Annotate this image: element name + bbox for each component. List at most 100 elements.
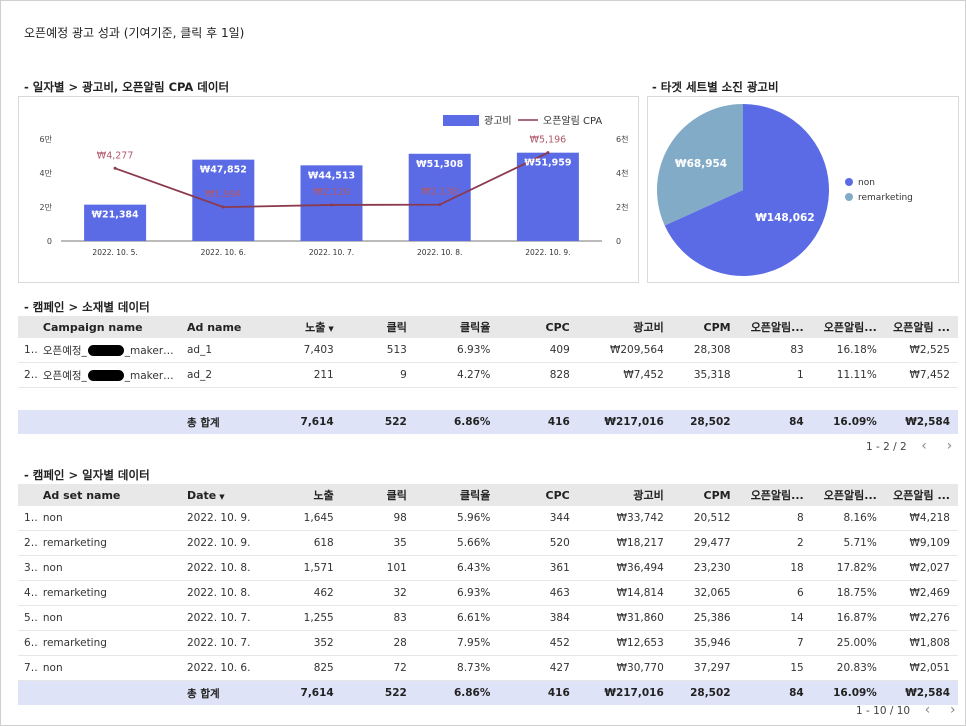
cell-clicks: 32 xyxy=(341,580,415,606)
table-row[interactable]: 1. 오픈예정_ _maker_... ad_1 7,403 513 6.93% 409 ₩20… xyxy=(18,338,958,363)
bar-spend[interactable] xyxy=(516,152,579,241)
cell-ctr: 4.27% xyxy=(414,362,499,388)
chevron-right-icon[interactable]: › xyxy=(949,702,956,718)
header-open-alert-rate[interactable]: 오픈알림... xyxy=(811,316,885,338)
chevron-left-icon[interactable]: ‹ xyxy=(924,702,931,718)
header-ad-name[interactable]: Ad name xyxy=(183,316,280,338)
cell-cpm: 25,386 xyxy=(671,605,739,631)
header-spend[interactable]: 광고비 xyxy=(577,484,672,506)
cell-campaign-name[interactable]: 오픈예정_ _maker_... xyxy=(38,338,183,363)
line-cpa-point[interactable] xyxy=(438,203,442,207)
total-index xyxy=(18,410,39,434)
pie-slice-non[interactable] xyxy=(664,104,829,276)
cell-cpc: 344 xyxy=(498,506,578,531)
left-tick-label: 6만 xyxy=(40,135,53,144)
cell-impressions: 211 xyxy=(279,362,342,388)
legend-label-non[interactable]: non xyxy=(858,178,875,188)
cell-ad-set-name[interactable]: remarketing xyxy=(38,530,183,556)
spend-data-label: ₩44,513 xyxy=(308,170,355,181)
header-cpm[interactable]: CPM xyxy=(671,484,739,506)
chevron-right-icon[interactable]: › xyxy=(946,438,953,454)
cell-open-alert-rate: 8.16% xyxy=(811,506,885,531)
header-impressions[interactable]: 노출 ▼ xyxy=(279,316,342,338)
creative-table: Campaign name Ad name 노출 ▼ 클릭 클릭율 CPC 광고비… xyxy=(18,316,958,434)
header-ad-set-name[interactable]: Ad set name xyxy=(38,484,183,506)
cell-ad-set-name[interactable]: non xyxy=(38,506,183,531)
total-spend: ₩217,016 xyxy=(577,410,672,434)
header-campaign-name[interactable]: Campaign name xyxy=(38,316,183,338)
header-ctr[interactable]: 클릭율 xyxy=(414,484,499,506)
bar-spend[interactable] xyxy=(84,204,147,241)
header-cpc[interactable]: CPC xyxy=(498,484,578,506)
creative-table-pager: 1 - 2 / 2 ‹ › xyxy=(860,438,957,454)
spacer-cell xyxy=(18,388,39,411)
combo-chart-panel[interactable]: 광고비 오픈알림 CPA 0 2만 4만 6만 0 2천 4천 6천 2022. 10. 5. 2… xyxy=(18,96,639,283)
bar-spend[interactable] xyxy=(408,153,471,241)
legend-swatch-bar xyxy=(443,115,479,126)
chart-legend[interactable]: 광고비 오픈알림 CPA xyxy=(443,115,602,127)
line-cpa-point[interactable] xyxy=(221,205,225,209)
cell-impressions: 462 xyxy=(279,580,342,606)
line-cpa-point[interactable] xyxy=(330,203,333,207)
header-cpc[interactable]: CPC xyxy=(498,316,578,338)
right-tick-label: 0 xyxy=(616,237,621,246)
header-clicks[interactable]: 클릭 xyxy=(341,484,415,506)
cell-ad-set-name[interactable]: remarketing xyxy=(38,630,183,656)
cell-ad-name[interactable]: ad_1 xyxy=(183,338,280,363)
header-open-alert-rate[interactable]: 오픈알림... xyxy=(811,484,885,506)
legend-label-remarketing[interactable]: remarketing xyxy=(858,193,913,203)
cell-impressions: 618 xyxy=(279,530,342,556)
table-row[interactable]: 2. 오픈예정_ _maker_... ad_2 211 9 4.27% 828 ₩7,452 3… xyxy=(18,362,958,388)
sort-desc-icon[interactable]: ▼ xyxy=(328,325,334,333)
cell-campaign-name[interactable]: 오픈예정_ _maker_... xyxy=(38,362,183,388)
header-open-alert-count[interactable]: 오픈알림... xyxy=(738,316,812,338)
cell-cpm: 23,230 xyxy=(671,555,739,581)
cell-ad-name[interactable]: ad_2 xyxy=(183,362,280,388)
line-cpa-point[interactable] xyxy=(546,151,550,155)
cpa-data-label: ₩2,120 xyxy=(313,187,350,198)
table-row[interactable]: 1. non 2022. 10. 9. 1,645 98 5.96% 344 ₩33,742 2… xyxy=(18,506,958,531)
total-cpc: 416 xyxy=(498,680,578,705)
cell-ad-set-name[interactable]: non xyxy=(38,605,183,631)
header-open-alert-cpa[interactable]: 오픈알림 ... xyxy=(884,316,958,338)
header-clicks[interactable]: 클릭 xyxy=(341,316,415,338)
header-open-alert-count[interactable]: 오픈알림... xyxy=(738,484,812,506)
pie-slice-remarketing[interactable] xyxy=(657,104,743,226)
cell-cpm: 20,512 xyxy=(671,506,739,531)
sort-desc-icon[interactable]: ▼ xyxy=(219,492,225,501)
total-clicks: 522 xyxy=(341,680,415,705)
campaign-name-prefix: 오픈예정_ xyxy=(42,369,87,382)
table-row[interactable]: 6. remarketing 2022. 10. 7. 352 28 7.95% 452 ₩1… xyxy=(18,630,958,656)
table-row[interactable]: 3. non 2022. 10. 8. 1,571 101 6.43% 361 ₩36,494… xyxy=(18,555,958,581)
cell-open-alert-rate: 18.75% xyxy=(811,580,885,606)
total-label: 총 합계 xyxy=(183,680,280,705)
bar-spend[interactable] xyxy=(300,165,363,241)
header-cpm[interactable]: CPM xyxy=(671,316,739,338)
spacer-cell xyxy=(739,388,812,411)
cell-cpc: 384 xyxy=(498,605,578,631)
cell-open-alert-rate: 20.83% xyxy=(811,655,885,681)
cell-ad-set-name[interactable]: non xyxy=(38,655,183,681)
header-open-alert-cpa[interactable]: 오픈알림 ... xyxy=(884,484,958,506)
table-row[interactable]: 7. non 2022. 10. 6. 825 72 8.73% 427 ₩30,770 37,… xyxy=(18,655,958,681)
header-ctr[interactable]: 클릭율 xyxy=(414,316,499,338)
table-row[interactable]: 2. remarketing 2022. 10. 9. 618 35 5.66% 520 ₩1… xyxy=(18,530,958,556)
cell-open-alert-count: 83 xyxy=(738,338,812,363)
header-impressions[interactable]: 노출 xyxy=(279,484,342,506)
cell-ad-set-name[interactable]: non xyxy=(38,555,183,581)
spacer-cell xyxy=(812,388,885,411)
header-spend[interactable]: 광고비 xyxy=(577,316,672,338)
table-row[interactable]: 5. non 2022. 10. 7. 1,255 83 6.61% 384 ₩31,860 2… xyxy=(18,605,958,631)
combo-chart[interactable]: 광고비 오픈알림 CPA 0 2만 4만 6만 0 2천 4천 6천 2022. 10. 5. 2… xyxy=(19,97,638,282)
cell-ad-set-name[interactable]: remarketing xyxy=(38,580,183,606)
pie-chart[interactable]: ₩148,062 ₩68,954 non remarketing xyxy=(648,97,958,282)
line-cpa-point[interactable] xyxy=(113,166,117,170)
chevron-left-icon[interactable]: ‹ xyxy=(921,438,927,454)
header-date[interactable]: Date ▼ xyxy=(183,484,280,506)
table-row[interactable]: 4. remarketing 2022. 10. 8. 462 32 6.93% 463 ₩1… xyxy=(18,580,958,606)
x-tick-label: 2022. 10. 5. xyxy=(92,248,137,257)
pie-chart-panel[interactable]: ₩148,062 ₩68,954 non remarketing xyxy=(647,96,959,283)
cell-impressions: 825 xyxy=(279,655,342,681)
row-index: 1. xyxy=(18,338,39,363)
cell-open-alert-cpa: ₩2,276 xyxy=(884,605,958,631)
